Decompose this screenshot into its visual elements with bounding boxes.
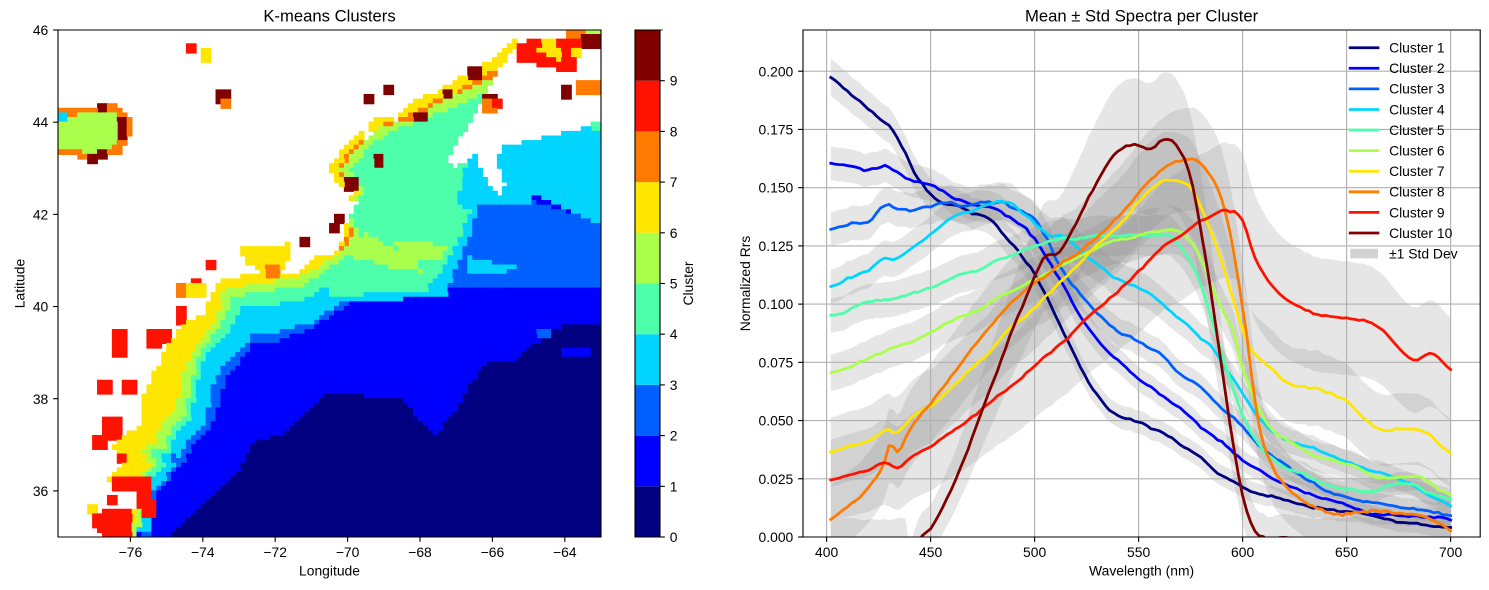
svg-text:Cluster 5: Cluster 5 <box>1389 122 1445 138</box>
svg-text:−68: −68 <box>408 544 432 560</box>
svg-text:9: 9 <box>670 73 678 89</box>
svg-text:Cluster 1: Cluster 1 <box>1389 40 1445 56</box>
svg-text:±1 Std Dev: ±1 Std Dev <box>1389 245 1458 261</box>
svg-text:0.000: 0.000 <box>759 529 794 545</box>
svg-text:Normalized Rrs: Normalized Rrs <box>737 236 753 332</box>
svg-text:−76: −76 <box>119 544 143 560</box>
svg-text:0.200: 0.200 <box>759 63 794 79</box>
svg-text:450: 450 <box>919 544 942 560</box>
svg-text:0.050: 0.050 <box>759 413 794 429</box>
svg-text:500: 500 <box>1023 544 1046 560</box>
svg-text:0.025: 0.025 <box>759 471 794 487</box>
svg-text:0.125: 0.125 <box>759 238 794 254</box>
svg-text:Cluster: Cluster <box>680 261 696 305</box>
svg-text:Mean ± Std Spectra per Cluster: Mean ± Std Spectra per Cluster <box>1025 7 1259 26</box>
svg-text:0: 0 <box>670 529 678 545</box>
svg-text:3: 3 <box>670 377 678 393</box>
svg-text:8: 8 <box>670 123 678 139</box>
svg-text:550: 550 <box>1127 544 1150 560</box>
svg-text:−70: −70 <box>336 544 360 560</box>
svg-text:Cluster 6: Cluster 6 <box>1389 142 1445 158</box>
svg-text:0.075: 0.075 <box>759 354 794 370</box>
svg-text:0.150: 0.150 <box>759 180 794 196</box>
svg-text:42: 42 <box>33 206 49 222</box>
svg-text:7: 7 <box>670 174 678 190</box>
svg-text:−66: −66 <box>481 544 505 560</box>
svg-text:4: 4 <box>670 326 678 342</box>
svg-text:36: 36 <box>33 483 49 499</box>
svg-text:Cluster 7: Cluster 7 <box>1389 163 1445 179</box>
svg-text:0.100: 0.100 <box>759 296 794 312</box>
svg-text:Cluster 9: Cluster 9 <box>1389 204 1445 220</box>
svg-text:−64: −64 <box>553 544 577 560</box>
svg-text:44: 44 <box>33 114 49 130</box>
svg-text:Latitude: Latitude <box>11 259 27 309</box>
svg-text:40: 40 <box>33 299 49 315</box>
svg-text:600: 600 <box>1231 544 1254 560</box>
svg-text:Cluster 4: Cluster 4 <box>1389 101 1445 117</box>
svg-text:5: 5 <box>670 276 678 292</box>
svg-text:650: 650 <box>1335 544 1358 560</box>
svg-text:Cluster 10: Cluster 10 <box>1389 225 1453 241</box>
svg-text:1: 1 <box>670 478 678 494</box>
svg-text:2: 2 <box>670 428 678 444</box>
svg-text:38: 38 <box>33 391 49 407</box>
svg-text:Cluster 8: Cluster 8 <box>1389 184 1445 200</box>
svg-text:−74: −74 <box>191 544 215 560</box>
svg-text:700: 700 <box>1439 544 1462 560</box>
svg-text:Cluster 2: Cluster 2 <box>1389 60 1445 76</box>
svg-text:46: 46 <box>33 22 49 38</box>
svg-text:0.175: 0.175 <box>759 121 794 137</box>
svg-text:Wavelength (nm): Wavelength (nm) <box>1089 562 1194 578</box>
svg-text:Cluster 3: Cluster 3 <box>1389 81 1445 97</box>
svg-text:6: 6 <box>670 225 678 241</box>
svg-text:Longitude: Longitude <box>299 562 360 578</box>
svg-text:400: 400 <box>815 544 838 560</box>
svg-text:−72: −72 <box>263 544 287 560</box>
svg-text:K-means Clusters: K-means Clusters <box>263 7 395 26</box>
